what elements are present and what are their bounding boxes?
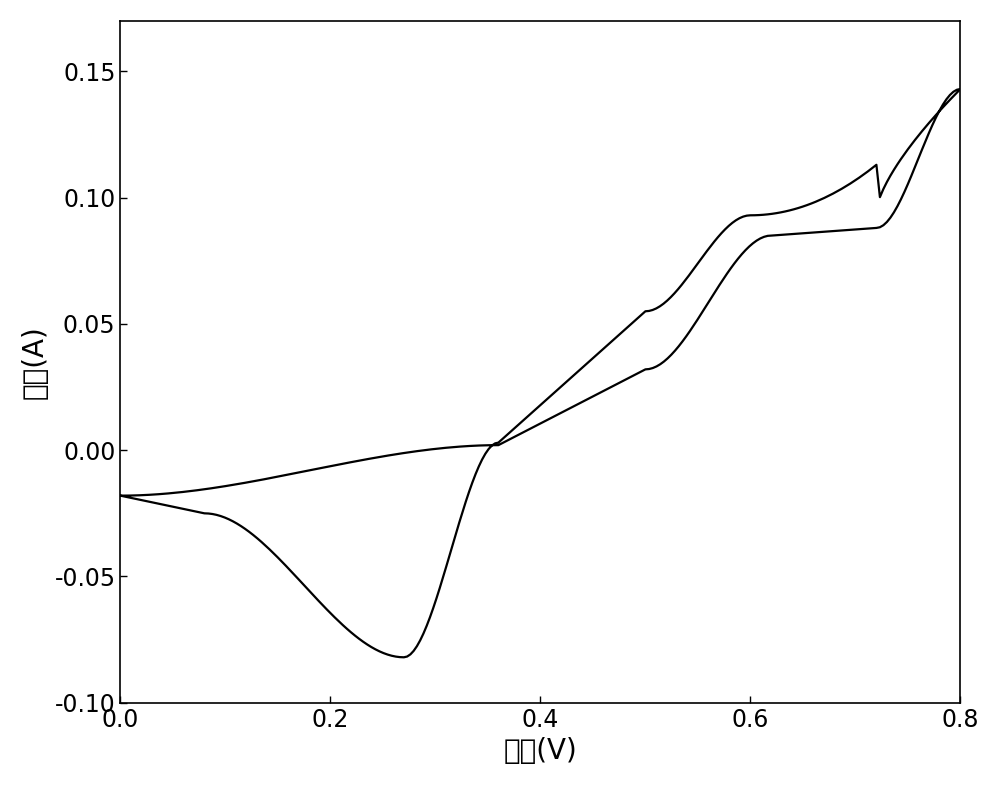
Y-axis label: 电流(A): 电流(A)	[21, 325, 49, 399]
X-axis label: 电压(V): 电压(V)	[504, 737, 577, 765]
